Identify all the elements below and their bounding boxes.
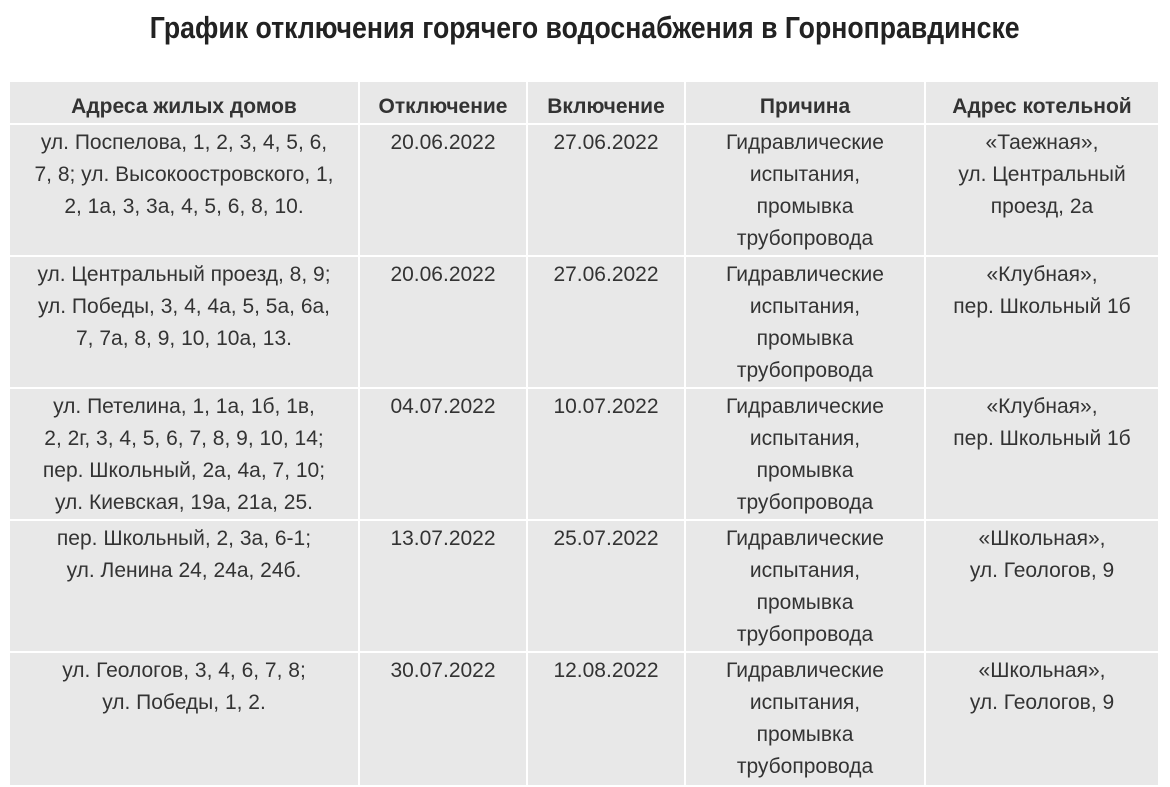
header-boiler: Адрес котельной [924,82,1158,125]
cell-boiler-address: «Клубная», пер. Школьный 1б [924,255,1158,389]
cell-reason-line: трубопровода [736,755,874,778]
table-row: ул. Поспелова, 1, 2, 3, 4, 5, 6, 7, 8; ул… [10,123,1158,257]
cell-reason-line: промывка [756,459,854,482]
cell-reason-line: промывка [756,591,854,614]
cell-on-date: 27.06.2022 [526,255,686,389]
cell-addresses-line: ул. Победы, 1, 2. [102,691,266,714]
cell-on-date: 12.08.2022 [526,651,686,787]
cell-addresses-line: 2, 2г, 3, 4, 5, 6, 7, 8, 9, 10, 14; [44,427,324,450]
cell-reason-line: испытания, [749,163,861,186]
cell-reason-line: промывка [756,723,854,746]
cell-addresses-line: 2, 1а, 3, 3а, 4, 5, 6, 8, 10. [64,195,304,218]
cell-reason-line: промывка [756,195,854,218]
header-addresses: Адреса жилых домов [10,82,360,125]
cell-boiler-address-line: «Школьная», [978,527,1106,550]
cell-off-date: 04.07.2022 [358,387,528,521]
cell-reason-line: испытания, [749,691,861,714]
cell-reason: Гидравлические испытания, промывка трубопро… [684,255,926,389]
cell-boiler-address-line: ул. Геологов, 9 [969,559,1115,582]
cell-addresses: пер. Школьный, 2, 3а, 6-1; ул. Ленина 24,… [10,519,360,653]
page-title: График отключения горячего водоснабжения… [0,8,1170,48]
cell-reason-line: промывка [756,327,854,350]
cell-reason-line: испытания, [749,295,861,318]
cell-addresses-line: пер. Школьный, 2а, 4а, 7, 10; [42,459,326,482]
cell-reason-line: трубопровода [736,623,874,646]
cell-boiler-address-line: «Клубная», [986,395,1098,418]
cell-reason: Гидравлические испытания, промывка трубопро… [684,651,926,787]
cell-boiler-address-line: ул. Центральный [958,163,1126,186]
cell-addresses-line: 7, 7а, 8, 9, 10, 10а, 13. [76,327,292,350]
cell-boiler-address-line: пер. Школьный 1б [953,295,1131,318]
cell-reason-line: Гидравлические [726,131,884,154]
cell-addresses-line: ул. Центральный проезд, 8, 9; [37,263,331,286]
table-row: ул. Петелина, 1, 1а, 1б, 1в, 2, 2г, 3, 4,… [10,387,1158,521]
cell-addresses-line: 7, 8; ул. Высокоостровского, 1, [34,163,334,186]
cell-boiler-address-line: пер. Школьный 1б [953,427,1131,450]
cell-off-date: 20.06.2022 [358,255,528,389]
cell-boiler-address: «Школьная», ул. Геологов, 9 [924,651,1158,787]
header-on: Включение [526,82,686,125]
cell-reason-line: Гидравлические [726,395,884,418]
cell-reason-line: Гидравлические [726,659,884,682]
cell-reason: Гидравлические испытания, промывка трубопро… [684,387,926,521]
cell-addresses: ул. Геологов, 3, 4, 6, 7, 8; ул. Победы, … [10,651,360,787]
cell-boiler-address: «Клубная», пер. Школьный 1б [924,387,1158,521]
table-row: пер. Школьный, 2, 3а, 6-1; ул. Ленина 24,… [10,519,1158,653]
cell-boiler-address-line: «Школьная», [978,659,1106,682]
cell-addresses: ул. Петелина, 1, 1а, 1б, 1в, 2, 2г, 3, 4,… [10,387,360,521]
cell-reason: Гидравлические испытания, промывка трубопро… [684,123,926,257]
cell-addresses-line: ул. Петелина, 1, 1а, 1б, 1в, [53,395,315,418]
cell-boiler-address-line: «Клубная», [986,263,1098,286]
cell-reason-line: испытания, [749,559,861,582]
cell-on-date: 25.07.2022 [526,519,686,653]
cell-addresses-line: пер. Школьный, 2, 3а, 6-1; [56,527,312,550]
cell-addresses-line: ул. Поспелова, 1, 2, 3, 4, 5, 6, [40,131,328,154]
cell-boiler-address-line: «Таежная», [985,131,1099,154]
cell-boiler-address-line: проезд, 2а [990,195,1094,218]
cell-off-date: 13.07.2022 [358,519,528,653]
cell-addresses-line: ул. Киевская, 19а, 21а, 25. [55,491,313,514]
cell-addresses-line: ул. Геологов, 3, 4, 6, 7, 8; [62,659,306,682]
table-row: ул. Центральный проезд, 8, 9; ул. Победы,… [10,255,1158,389]
cell-off-date: 20.06.2022 [358,123,528,257]
cell-reason-line: Гидравлические [726,527,884,550]
cell-addresses-line: ул. Победы, 3, 4, 4а, 5, 5а, 6а, [37,295,331,318]
cell-boiler-address-line: ул. Геологов, 9 [969,691,1115,714]
schedule-table: Адреса жилых домов Отключение Включение … [10,82,1158,787]
cell-reason-line: испытания, [749,427,861,450]
cell-on-date: 10.07.2022 [526,387,686,521]
cell-reason-line: трубопровода [736,491,874,514]
header-reason: Причина [684,82,926,125]
table-header-row: Адреса жилых домов Отключение Включение … [10,82,1158,125]
cell-boiler-address: «Таежная», ул. Центральный проезд, 2а [924,123,1158,257]
page-title-text: График отключения горячего водоснабжения… [150,10,1020,45]
cell-reason: Гидравлические испытания, промывка трубопро… [684,519,926,653]
cell-addresses: ул. Поспелова, 1, 2, 3, 4, 5, 6, 7, 8; ул… [10,123,360,257]
cell-addresses-line: ул. Ленина 24, 24а, 24б. [66,559,302,582]
cell-on-date: 27.06.2022 [526,123,686,257]
cell-boiler-address: «Школьная», ул. Геологов, 9 [924,519,1158,653]
cell-off-date: 30.07.2022 [358,651,528,787]
cell-addresses: ул. Центральный проезд, 8, 9; ул. Победы,… [10,255,360,389]
cell-reason-line: трубопровода [736,227,874,250]
cell-reason-line: Гидравлические [726,263,884,286]
table-row: ул. Геологов, 3, 4, 6, 7, 8; ул. Победы, … [10,651,1158,787]
header-off: Отключение [358,82,528,125]
cell-reason-line: трубопровода [736,359,874,382]
